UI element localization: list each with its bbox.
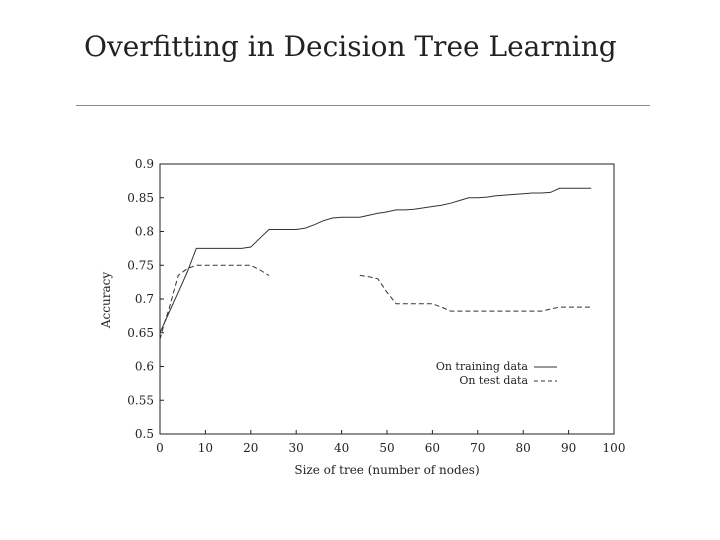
y-tick-label: 0.7 [135, 292, 154, 306]
x-tick-label: 30 [289, 441, 304, 455]
x-axis-label: Size of tree (number of nodes) [294, 463, 479, 477]
y-tick-label: 0.55 [127, 393, 154, 407]
y-tick-label: 0.75 [127, 258, 154, 272]
x-tick-label: 70 [470, 441, 485, 455]
y-tick-label: 0.8 [135, 225, 154, 239]
x-tick-label: 20 [243, 441, 258, 455]
x-tick-label: 40 [334, 441, 349, 455]
legend-label-test: On test data [459, 374, 528, 387]
slide-title: Overfitting in Decision Tree Learning [84, 30, 617, 63]
y-tick-label: 0.6 [135, 360, 154, 374]
x-tick-label: 0 [156, 441, 164, 455]
x-tick-label: 50 [379, 441, 394, 455]
series-line-training [159, 187, 592, 334]
x-tick-label: 90 [561, 441, 576, 455]
y-tick-label: 0.85 [127, 191, 154, 205]
plot-frame [159, 163, 615, 435]
legend-label-training: On training data [436, 360, 529, 373]
legend: On training data On test data [436, 360, 557, 387]
x-tick-label: 10 [198, 441, 213, 455]
series-line-test-segment-2 [359, 274, 592, 312]
y-tick-label: 0.65 [127, 326, 154, 340]
x-tick-label: 60 [425, 441, 440, 455]
y-axis-label: Accuracy [99, 272, 113, 329]
y-tick-label: 0.5 [135, 427, 154, 441]
x-axis: 0 10 20 30 40 50 60 70 80 90 100 [156, 430, 625, 455]
y-axis: 0.5 0.55 0.6 0.65 0.7 0.75 0.8 0.85 0.9 [127, 157, 164, 441]
title-divider [76, 105, 650, 106]
series-layer [159, 187, 592, 340]
x-tick-label: 100 [603, 441, 626, 455]
x-tick-label: 80 [516, 441, 531, 455]
y-tick-label: 0.9 [135, 157, 154, 171]
series-line-test-segment-1 [159, 264, 270, 340]
